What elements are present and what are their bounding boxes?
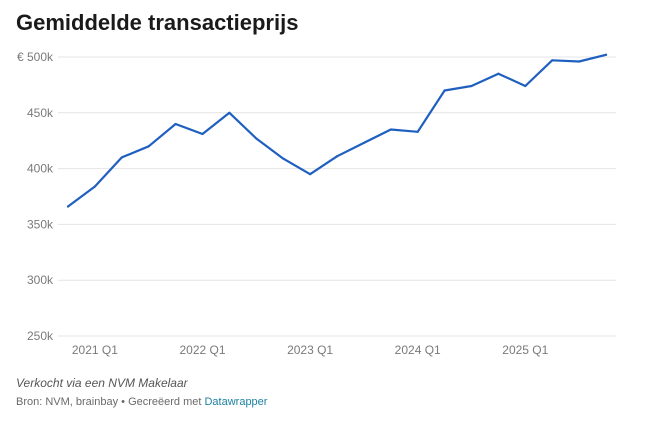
series-line-0	[66, 53, 608, 208]
data-point	[93, 185, 96, 188]
chart-title: Gemiddelde transactieprijs	[16, 10, 299, 35]
data-point	[120, 156, 123, 159]
data-point	[228, 111, 231, 114]
gridlines	[58, 56, 616, 337]
chart-note: Verkocht via een NVM Makelaar	[16, 376, 188, 390]
datawrapper-link[interactable]: Datawrapper	[204, 396, 268, 408]
x-tick-label: 2021 Q1	[72, 343, 118, 357]
y-tick-label: 250k	[27, 329, 54, 343]
data-point	[255, 137, 258, 140]
y-tick-label: 350k	[27, 217, 54, 231]
data-point	[201, 132, 204, 136]
data-point	[578, 60, 581, 63]
y-tick-label: 400k	[27, 162, 54, 176]
x-tick-label: 2022 Q1	[179, 343, 225, 357]
data-point	[470, 84, 473, 88]
data-point	[335, 155, 339, 158]
data-point	[282, 157, 285, 160]
data-point	[389, 128, 392, 131]
data-point	[604, 53, 608, 56]
source-line: Bron: NVM, brainbay • Gecreëerd met Data…	[16, 396, 267, 408]
data-point	[174, 122, 177, 126]
y-tick-label: 300k	[27, 273, 54, 287]
data-point	[551, 59, 554, 62]
y-tick-label: € 500k	[17, 50, 54, 64]
x-tick-label: 2024 Q1	[395, 343, 441, 357]
series-group	[66, 53, 608, 208]
data-point	[416, 130, 419, 133]
data-point	[524, 84, 527, 88]
data-point	[497, 72, 500, 75]
data-point	[147, 145, 150, 148]
data-point	[309, 173, 312, 176]
x-axis: 2021 Q1 2022 Q1 2023 Q1 2024 Q1 2025 Q1	[72, 343, 549, 357]
line-chart: 250k 300k 350k 400k 450k € 500k 2021 Q1 2022 Q…	[17, 50, 616, 357]
y-tick-label: 450k	[27, 106, 54, 120]
data-point	[443, 89, 446, 92]
data-point	[66, 205, 70, 208]
y-axis: 250k 300k 350k 400k 450k € 500k	[17, 50, 54, 343]
source-text: Bron: NVM, brainbay • Gecreëerd met	[16, 396, 205, 408]
x-tick-label: 2023 Q1	[287, 343, 333, 357]
x-tick-label: 2025 Q1	[502, 343, 548, 357]
data-point	[362, 141, 365, 145]
